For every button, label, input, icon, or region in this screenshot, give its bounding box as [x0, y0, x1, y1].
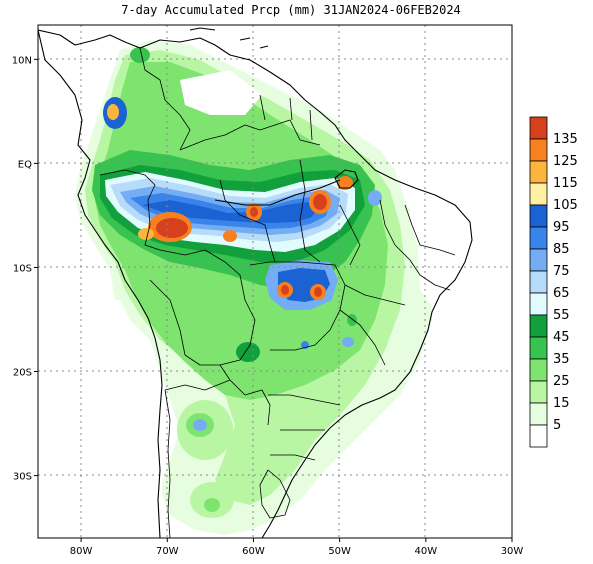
x-tick-label: 30W: [501, 546, 524, 557]
precip-95mm-region: [142, 200, 318, 223]
precip-core-mato-grosso-red: [281, 285, 289, 295]
legend-label: 25: [553, 374, 570, 389]
legend-swatch: [529, 358, 548, 382]
y-tick-label: 20S: [13, 368, 32, 379]
y-tick-label: 10S: [13, 263, 32, 274]
x-tick-label: 70W: [156, 546, 179, 557]
x-tick-label: 40W: [415, 546, 438, 557]
precip-spot-tucuman: [193, 419, 207, 431]
legend-swatch: [529, 226, 548, 250]
border-peru-brazil: [99, 169, 186, 256]
dry-region-venezuela: [180, 70, 262, 115]
y-tick-label: 30S: [13, 472, 32, 483]
legend-swatch: [529, 182, 548, 206]
border-uruguay: [259, 469, 291, 519]
legend-label: 135: [553, 132, 578, 147]
precip-spot-bolivia: [197, 343, 213, 357]
precip-core-para-red: [313, 194, 327, 210]
legend-label: 75: [553, 264, 570, 279]
x-tick-label: 50W: [328, 546, 351, 557]
legend-label: 45: [553, 330, 570, 345]
map-plot-area: [37, 24, 513, 539]
legend-swatch: [529, 270, 548, 294]
coastline-south-america: [38, 29, 473, 538]
coastline-amazon-river: [214, 179, 341, 206]
x-tick-label: 80W: [70, 546, 93, 557]
precip-spot-pantanal: [236, 342, 260, 362]
precip-spot-colombia-core: [107, 104, 119, 120]
legend-swatch: [529, 292, 548, 316]
border-brazil-states-north: [219, 159, 396, 266]
coastlines: [38, 27, 473, 538]
legend-label: 105: [553, 198, 578, 213]
border-colombia-venezuela: [139, 47, 191, 151]
legend-label: 55: [553, 308, 570, 323]
legend-label: 95: [553, 220, 570, 235]
legend-swatch: [529, 138, 548, 162]
legend-swatch: [529, 424, 548, 448]
legend-swatch: [529, 116, 548, 140]
coastline-marajo: [334, 169, 359, 189]
border-venezuela-brazil: [179, 119, 321, 151]
political-borders: [99, 47, 456, 538]
legend-swatch: [529, 380, 548, 404]
y-axis-ticks: 10N EQ 10S 20S 30S: [12, 55, 38, 483]
border-argentina-bolivia: [164, 379, 231, 391]
y-tick-label: EQ: [18, 159, 32, 170]
grid: [38, 25, 512, 538]
precip-spot-maranhao: [368, 190, 382, 206]
precip-spot-cordoba: [204, 498, 220, 512]
precip-core-acre: [138, 228, 154, 240]
border-guianas: [259, 94, 313, 141]
border-brazil-states-central: [249, 261, 406, 366]
y-tick-label: 10N: [12, 55, 32, 66]
border-bolivia-paraguay: [184, 354, 246, 396]
border-peru-bolivia: [149, 279, 186, 356]
border-bolivia-brazil: [184, 249, 256, 366]
border-brazil-states-south: [268, 394, 341, 461]
legend-swatch: [529, 402, 548, 426]
color-legend: 135 125 115 105 95 85 75 65 55 45 35 25 15 5: [529, 116, 578, 448]
legend-label: 85: [553, 242, 570, 257]
plot-frame: [37, 24, 513, 539]
x-tick-label: 60W: [242, 546, 265, 557]
legend-label: 5: [553, 418, 561, 433]
border-argentina-chile: [164, 389, 171, 538]
legend-swatch: [529, 204, 548, 228]
dry-region-chile-coast: [38, 300, 165, 538]
legend-label: 65: [553, 286, 570, 301]
legend-swatch: [529, 160, 548, 184]
legend-label: 15: [553, 396, 570, 411]
coastline-west: [38, 29, 163, 538]
legend-swatch: [529, 336, 548, 360]
precip-core-western-amazon-red: [156, 218, 188, 238]
x-axis-ticks: 80W 70W 60W 50W 40W 30W: [70, 538, 524, 557]
precip-core-marajo: [337, 176, 353, 190]
legend-swatch: [529, 248, 548, 272]
precip-core-amazonas-red: [250, 207, 258, 217]
precip-spot-minas: [342, 337, 354, 347]
legend-label: 35: [553, 352, 570, 367]
legend-label: 115: [553, 176, 578, 191]
precip-spot-bahia: [347, 314, 357, 326]
map-title: 7-day Accumulated Prcp (mm) 31JAN2024-06…: [121, 3, 461, 17]
coastline-caribbean-islands: [189, 27, 269, 49]
legend-label: 125: [553, 154, 578, 169]
border-brazil-states-northeast: [394, 204, 456, 291]
legend-swatch: [529, 314, 548, 338]
precip-core-rondonia: [223, 230, 237, 242]
precip-core-goias-red: [314, 287, 322, 297]
precipitation-field: [38, 40, 470, 538]
border-paraguay-brazil: [244, 389, 271, 426]
